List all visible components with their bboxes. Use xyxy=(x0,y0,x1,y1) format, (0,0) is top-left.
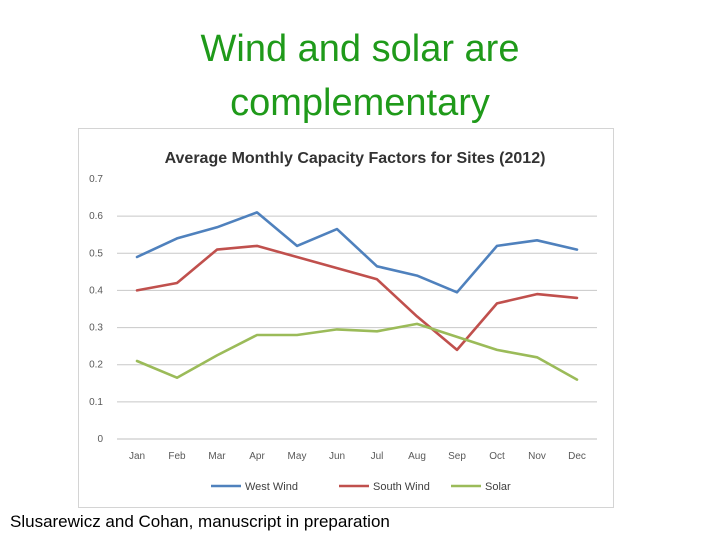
gridlines xyxy=(117,215,597,440)
y-tick-label: 0.6 xyxy=(89,211,103,222)
x-tick-label: Oct xyxy=(489,451,505,462)
series-line-west-wind xyxy=(135,211,579,294)
source-caption: Slusarewicz and Cohan, manuscript in pre… xyxy=(10,512,390,531)
x-tick-label: May xyxy=(288,451,307,462)
chart-frame: Average Monthly Capacity Factors for Sit… xyxy=(78,128,614,508)
y-tick-label: 0.5 xyxy=(89,248,103,259)
chart-title: Average Monthly Capacity Factors for Sit… xyxy=(165,150,546,167)
x-tick-label: Dec xyxy=(568,451,586,462)
y-tick-label: 0.2 xyxy=(89,360,103,371)
legend-label: Solar xyxy=(485,481,511,493)
slide-title-line2: complementary xyxy=(230,82,490,124)
x-tick-label: Jul xyxy=(371,451,384,462)
x-axis-ticks: Jan Feb Mar Apr May Jun Jul Aug Sep Oct Nov Dec xyxy=(129,451,586,462)
series-lines xyxy=(135,211,579,381)
y-tick-label: 0 xyxy=(97,434,103,445)
x-tick-label: Aug xyxy=(408,451,426,462)
slide-title-line1: Wind and solar are xyxy=(200,28,520,70)
series-line-solar xyxy=(135,322,579,381)
line-chart: Average Monthly Capacity Factors for Sit… xyxy=(89,150,597,493)
y-tick-label: 0.1 xyxy=(89,397,103,408)
legend-label: South Wind xyxy=(373,481,430,493)
slide-title: Wind and solar are complementary xyxy=(90,22,630,130)
x-tick-label: Sep xyxy=(448,451,466,462)
x-tick-label: Nov xyxy=(528,451,546,462)
legend: West Wind South Wind Solar xyxy=(211,481,511,493)
x-tick-label: Mar xyxy=(208,451,226,462)
y-tick-label: 0.7 xyxy=(89,174,103,185)
series-line-south-wind xyxy=(135,244,579,352)
y-tick-label: 0.4 xyxy=(89,285,103,296)
y-tick-label: 0.3 xyxy=(89,323,103,334)
x-tick-label: Jun xyxy=(329,451,345,462)
legend-label: West Wind xyxy=(245,481,298,493)
y-axis-ticks: 0 0.1 0.2 0.3 0.4 0.5 0.6 0.7 xyxy=(89,174,103,445)
x-tick-label: Apr xyxy=(249,451,265,462)
x-tick-label: Feb xyxy=(168,451,186,462)
x-tick-label: Jan xyxy=(129,451,145,462)
